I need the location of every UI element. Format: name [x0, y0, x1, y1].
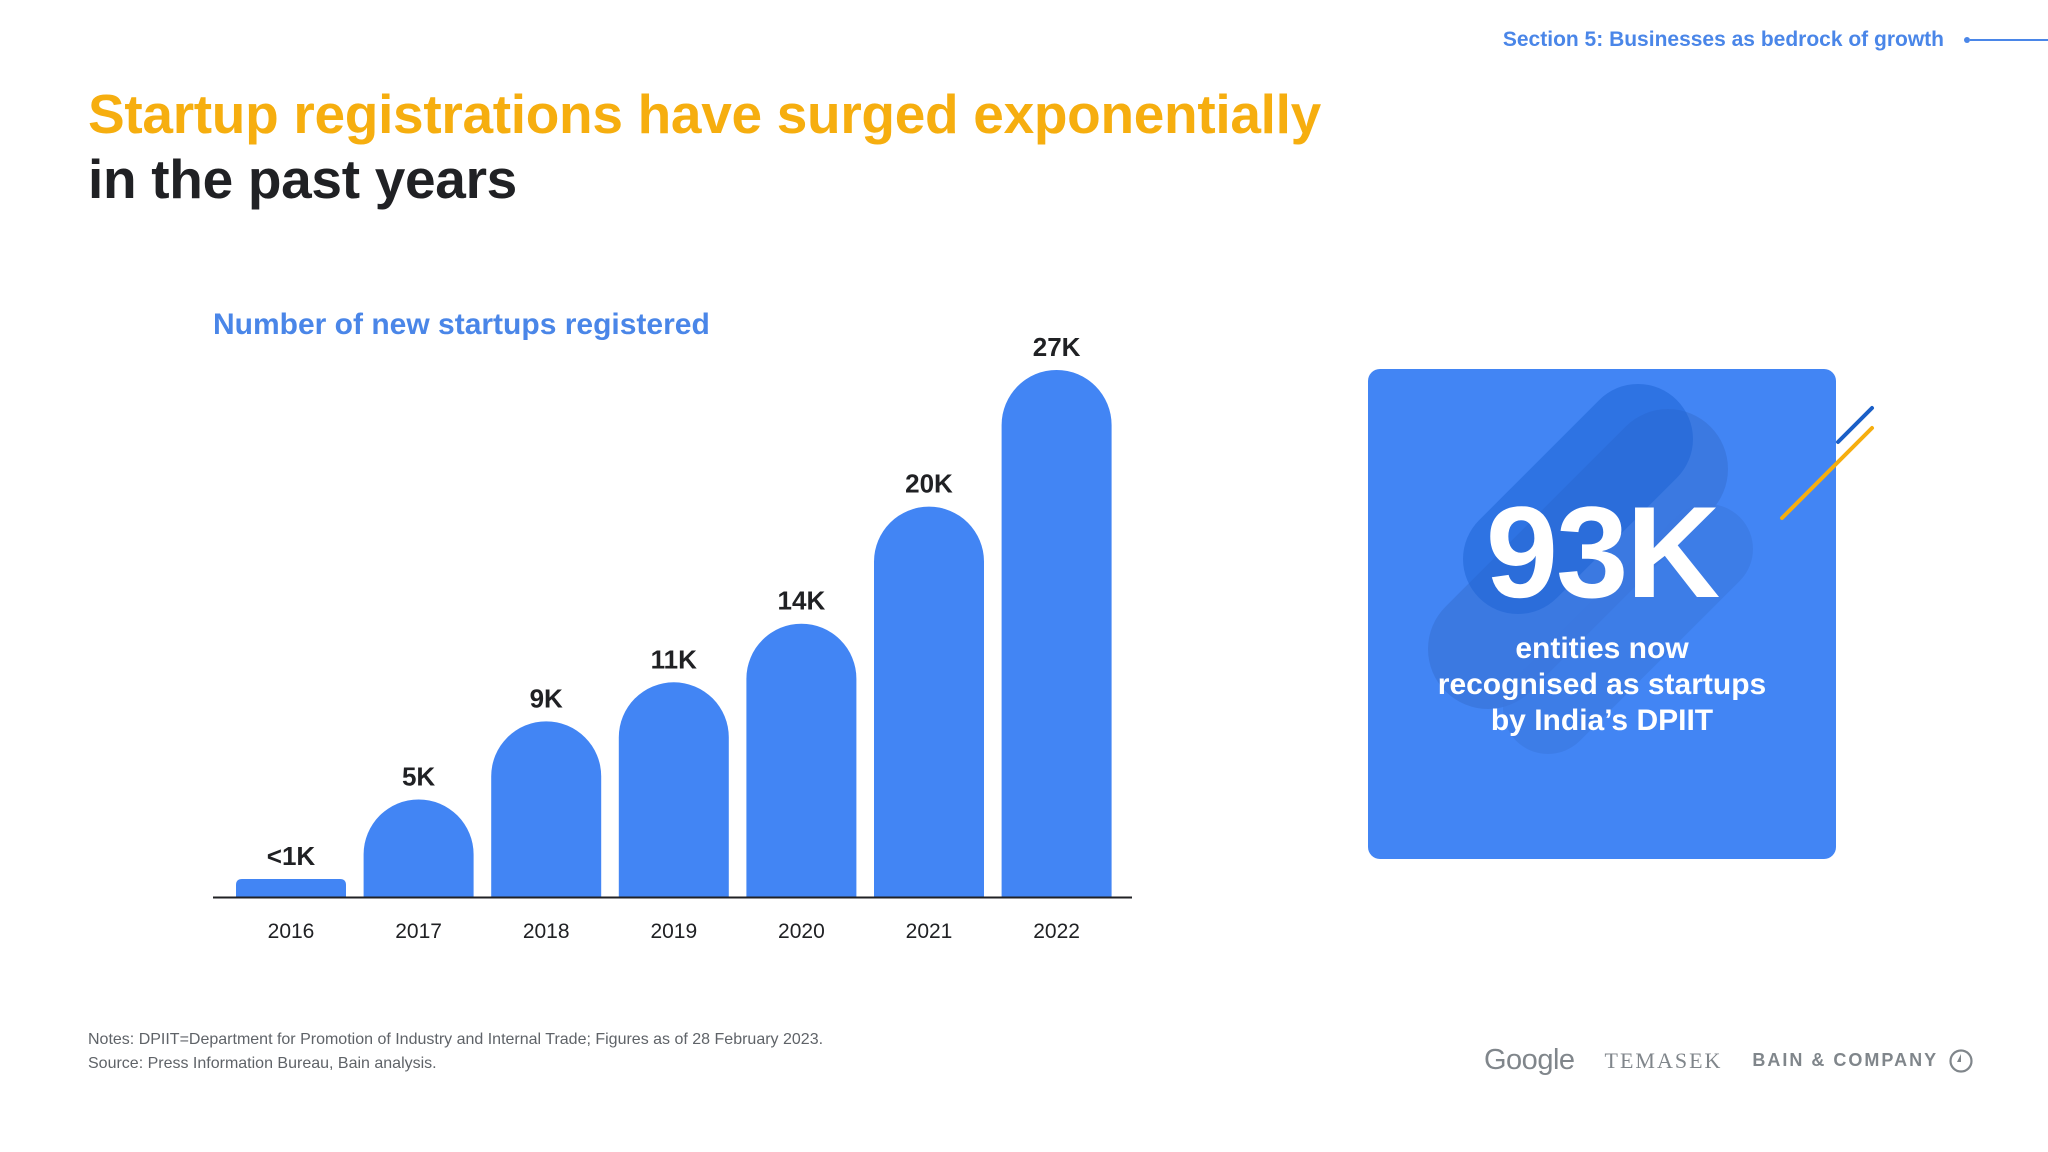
x-tick-label-2017: 2017: [395, 920, 442, 943]
section-label: Section 5: Businesses as bedrock of grow…: [1502, 28, 1944, 51]
chart-title: Number of new startups registered: [213, 308, 710, 341]
card-decoration: [1428, 384, 1753, 754]
bar-chart: <1K 2016 5K 2017 9K 2018 11K 2019 14K 2020 20K 2021…: [213, 332, 1132, 943]
stat-value: 93K: [1485, 479, 1720, 625]
partner-logos: Google TEMASEK BAIN & COMPANY: [1484, 1044, 1974, 1077]
temasek-logo: TEMASEK: [1604, 1047, 1723, 1073]
section-dot: [1964, 37, 1970, 43]
bar-2019: [618, 682, 729, 897]
data-label-2020: 14K: [778, 586, 826, 616]
bar-2021: [874, 506, 984, 897]
bar-2017: [363, 799, 474, 897]
data-label-2017: 5K: [402, 761, 435, 791]
data-label-2021: 20K: [905, 469, 953, 499]
data-label-2018: 9K: [530, 683, 563, 713]
section-line: [1970, 39, 2048, 41]
data-label-2019: 11K: [651, 644, 697, 674]
bain-logo: BAIN & COMPANY: [1752, 1050, 1939, 1070]
footnotes: Notes: DPIIT=Department for Promotion of…: [88, 1028, 823, 1076]
page-title-rest: in the past years: [88, 148, 517, 210]
stat-caption: entities now recognised as startups by I…: [1437, 632, 1767, 737]
section-tag: Section 5: Businesses as bedrock of grow…: [1503, 26, 2048, 54]
stat-card: 93K entities now recognised as startups …: [1368, 369, 1836, 859]
x-tick-label-2022: 2022: [1033, 920, 1080, 943]
x-tick-label-2021: 2021: [906, 920, 953, 943]
bar-2016: [236, 879, 346, 897]
bar-2018: [491, 721, 602, 897]
data-label-2022: 27K: [1033, 332, 1081, 362]
x-tick-label-2016: 2016: [268, 920, 315, 943]
page-title-highlight: Startup registrations have surged expone…: [88, 83, 1321, 145]
google-logo: Google: [1484, 1044, 1575, 1076]
data-label-2016: <1K: [267, 841, 316, 871]
x-tick-label-2018: 2018: [523, 920, 570, 943]
notes-line: Notes: DPIIT=Department for Promotion of…: [88, 1031, 824, 1048]
page-title: Startup registrations have surged expone…: [88, 82, 1321, 212]
source-line: Source: Press Information Bureau, Bain a…: [88, 1055, 437, 1072]
bar-2022: [1001, 370, 1112, 897]
x-tick-label-2019: 2019: [650, 920, 697, 943]
accent-lines: [1780, 406, 1874, 520]
x-tick-label-2020: 2020: [778, 920, 825, 943]
bar-2020: [746, 623, 857, 897]
bain-mark-icon: [1949, 1048, 1973, 1073]
